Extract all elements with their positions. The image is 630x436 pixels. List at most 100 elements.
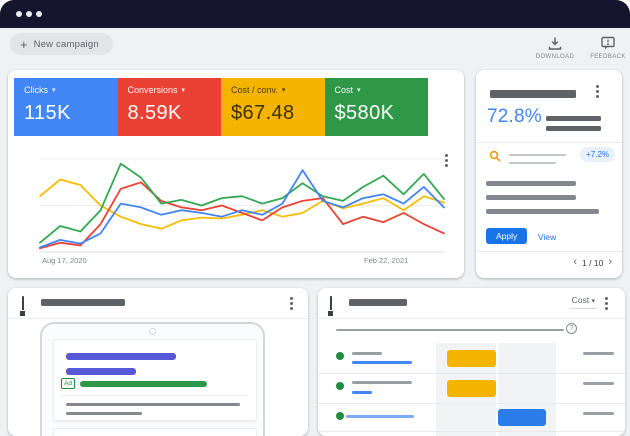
table-row[interactable] <box>318 343 625 373</box>
campaign-table-card: Cost ▾ ? <box>318 288 625 436</box>
text-placeholder <box>546 116 601 121</box>
overview-menu-kebab-icon[interactable] <box>445 154 448 157</box>
help-icon[interactable]: ? <box>566 323 577 334</box>
text-placeholder <box>486 195 576 200</box>
metric-label: Cost <box>334 85 354 95</box>
performance-line-chart <box>39 158 445 253</box>
chevron-down-icon: ▾ <box>357 87 361 94</box>
feedback-button[interactable]: FEEDBACK <box>586 36 630 60</box>
bar-zero-axis <box>496 343 498 436</box>
status-enabled-dot <box>336 352 344 360</box>
search-ad-mockup-partial <box>53 428 257 436</box>
apply-button[interactable]: Apply <box>486 228 528 244</box>
search-icon <box>489 150 501 162</box>
row-link-placeholder <box>352 391 372 394</box>
timeline-rule <box>336 329 564 331</box>
cost-bar-blue <box>498 409 546 426</box>
pagination: ‹ 1 / 10 › <box>573 257 612 268</box>
metric-strip: Clicks ▾ 115K Conversions ▾ 8.59K Cost / c… <box>14 78 428 136</box>
row-text-placeholder <box>352 352 382 355</box>
table-row[interactable] <box>318 403 625 431</box>
metric-label: Cost / conv. <box>231 85 278 95</box>
ad-preview-menu-kebab-icon[interactable] <box>290 297 293 300</box>
divider <box>476 142 622 143</box>
metric-value: $580K <box>334 102 395 124</box>
feedback-label: FEEDBACK <box>590 54 626 60</box>
cost-bar-yellow <box>447 350 496 367</box>
row-text-placeholder <box>352 381 412 384</box>
download-label: DOWNLOAD <box>535 54 575 60</box>
text-placeholder <box>509 154 566 156</box>
status-enabled-dot <box>336 382 344 390</box>
cost-bar-yellow <box>447 380 496 397</box>
row-divider <box>318 403 625 404</box>
row-link-placeholder <box>352 361 412 364</box>
metric-card-conversions[interactable]: Conversions ▾ 8.59K <box>117 78 221 136</box>
row-value-placeholder <box>583 352 614 355</box>
plus-icon: + <box>20 36 28 52</box>
ad-headline-placeholder <box>66 353 176 360</box>
chevron-down-icon: ▾ <box>281 87 286 94</box>
previous-page-chevron-icon[interactable]: ‹ <box>573 256 578 268</box>
optimization-score-card: 72.8% +7.2% Apply View ‹ 1 / 10 › <box>476 70 622 278</box>
text-placeholder <box>546 126 601 131</box>
chart-end-date: Feb 22, 2021 <box>364 256 409 265</box>
table-menu-kebab-icon[interactable] <box>605 297 608 300</box>
window-control-dot[interactable] <box>26 11 32 17</box>
new-campaign-button[interactable]: + New campaign <box>10 33 113 55</box>
search-ad-mockup: Ad <box>53 339 257 421</box>
metric-card-cost[interactable]: Cost ▾ $580K <box>324 78 428 136</box>
ad-headline-placeholder <box>66 368 136 375</box>
insight-menu-kebab-icon[interactable] <box>596 85 599 88</box>
page-indicator: 1 / 10 <box>582 257 604 268</box>
card-title-placeholder <box>490 90 576 98</box>
table-row[interactable] <box>318 373 625 403</box>
window-titlebar <box>0 0 630 28</box>
device-mockup: Ad <box>40 322 265 436</box>
divider <box>61 395 249 396</box>
chart-start-date: Aug 17, 2020 <box>42 256 87 265</box>
ad-preview-window-icon <box>22 296 24 315</box>
metric-value: 8.59K <box>127 102 182 124</box>
overview-card: Clicks ▾ 115K Conversions ▾ 8.59K Cost / c… <box>8 70 464 278</box>
window-control-dot[interactable] <box>16 11 22 17</box>
ad-description-placeholder <box>66 412 142 415</box>
download-button[interactable]: DOWNLOAD <box>533 36 577 60</box>
uplift-badge: +7.2% <box>580 147 615 162</box>
metric-label: Clicks <box>24 85 48 95</box>
metric-value: $67.48 <box>231 102 295 124</box>
metric-card-cost-per-conv[interactable]: Cost / conv. ▾ $67.48 <box>221 78 325 136</box>
chevron-down-icon: ▾ <box>591 298 595 305</box>
metric-dropdown[interactable]: Cost ▾ <box>569 295 597 309</box>
ad-preview-card: Ad <box>8 288 308 436</box>
divider <box>476 251 622 252</box>
ad-description-placeholder <box>66 403 240 406</box>
feedback-icon <box>601 36 615 50</box>
status-enabled-dot <box>336 412 344 420</box>
metric-card-clicks[interactable]: Clicks ▾ 115K <box>14 78 118 136</box>
new-campaign-label: New campaign <box>33 38 99 50</box>
chevron-down-icon: ▾ <box>52 87 56 94</box>
metric-dropdown-label: Cost <box>571 295 590 305</box>
view-link[interactable]: View <box>538 232 557 242</box>
row-value-placeholder <box>583 412 614 415</box>
text-placeholder <box>486 209 599 214</box>
window-control-dot[interactable] <box>36 11 42 17</box>
text-placeholder <box>486 181 576 186</box>
row-divider <box>318 373 625 374</box>
card-title-placeholder <box>41 299 125 306</box>
card-title-placeholder <box>349 299 407 306</box>
table-window-icon <box>330 296 332 315</box>
device-camera-dot <box>149 328 156 335</box>
chevron-down-icon: ▾ <box>181 87 186 94</box>
divider <box>318 318 625 319</box>
metric-value: 115K <box>24 102 71 124</box>
row-value-placeholder <box>583 382 614 385</box>
row-link-placeholder <box>346 415 414 418</box>
download-icon <box>548 37 562 50</box>
ad-badge: Ad <box>61 378 75 389</box>
ad-url-placeholder <box>80 381 207 387</box>
next-page-chevron-icon[interactable]: › <box>608 256 612 268</box>
row-divider <box>318 431 625 432</box>
